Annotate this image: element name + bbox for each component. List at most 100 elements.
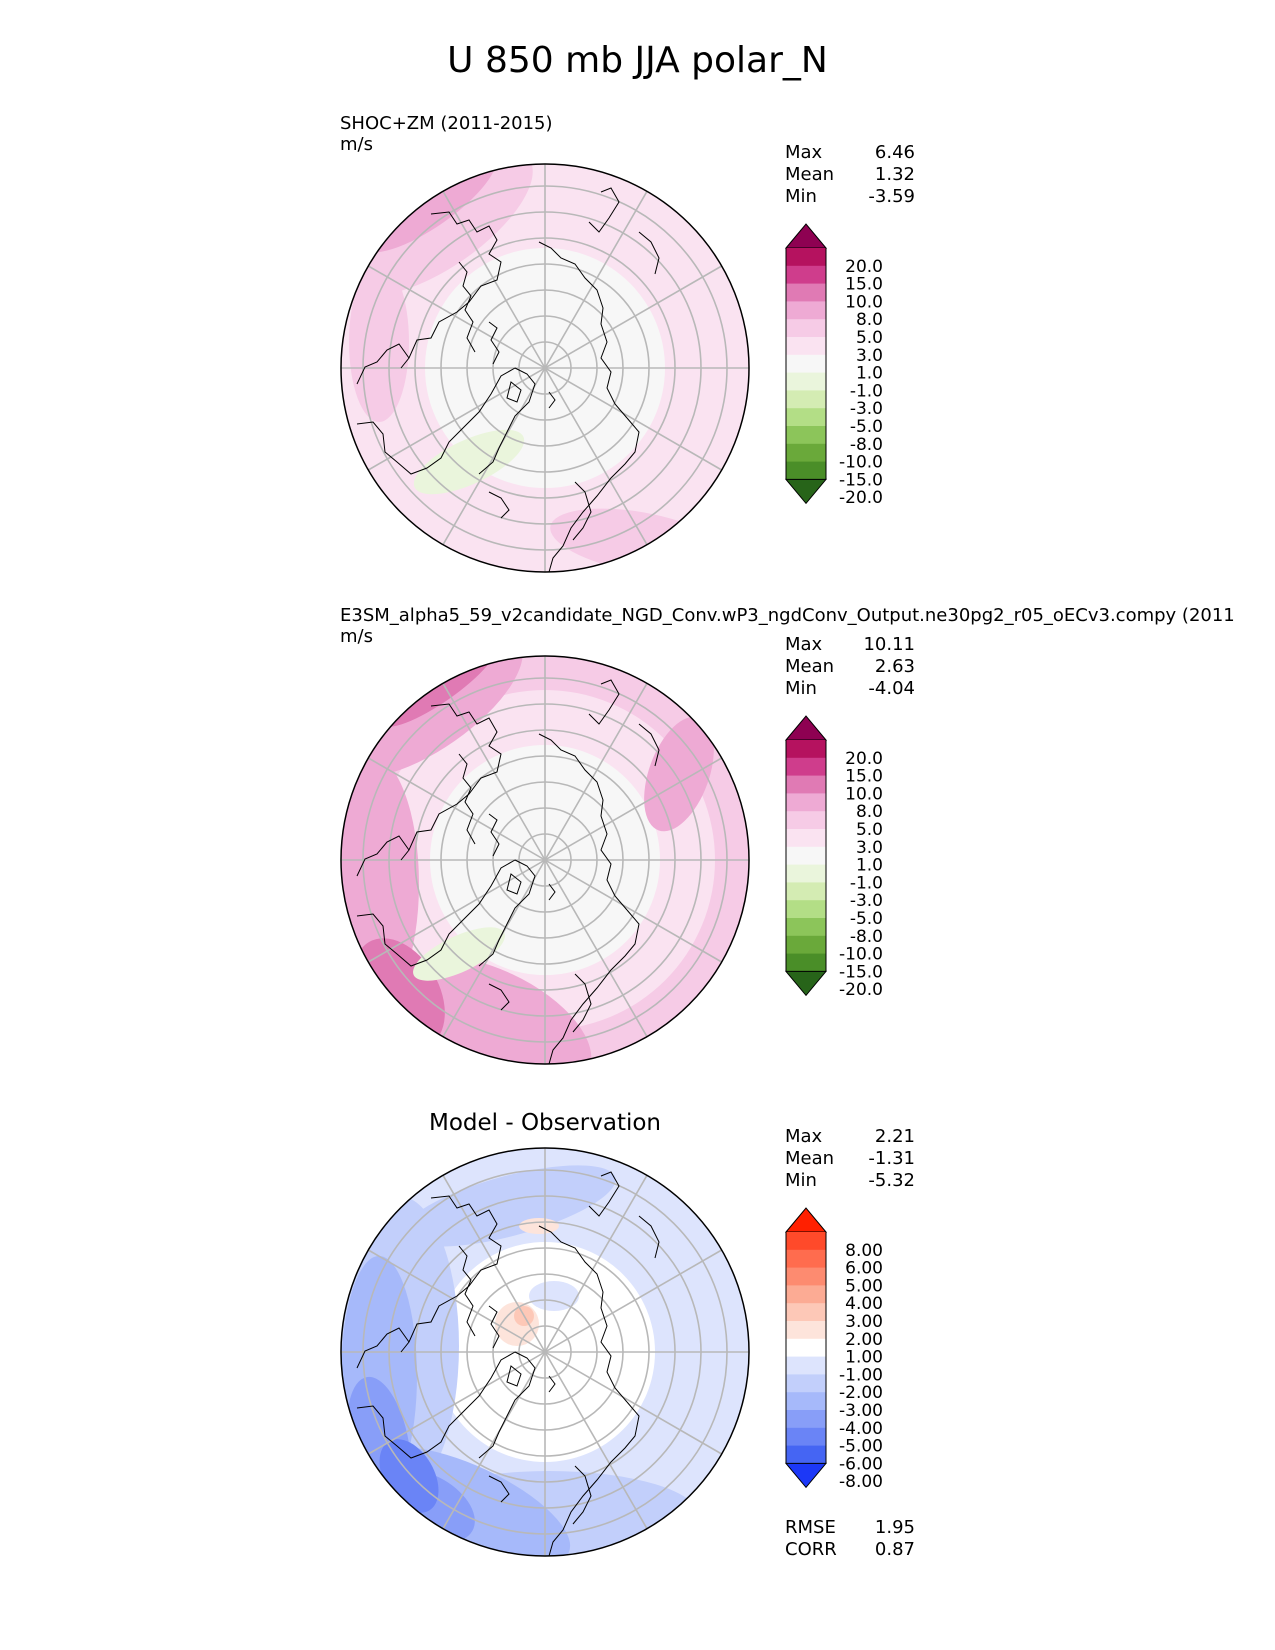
colorbar-tick-label: -20.0: [839, 980, 883, 1000]
map-boundary: [340, 163, 750, 573]
graticule: [341, 1148, 749, 1556]
stat-mean: Mean 2.63: [785, 656, 915, 677]
coastlines: [356, 679, 660, 1064]
colorbar-segment: [786, 775, 826, 794]
colorbar-tick-label: -15.0: [839, 470, 883, 490]
colorbar-tick-label: 4.00: [845, 1294, 883, 1314]
colorbar-tick-label: 3.0: [856, 346, 883, 366]
colorbar-difference: 8.006.005.004.003.002.001.00-1.00-2.00-3…: [784, 1207, 883, 1492]
panel-1-title: SHOC+ZM (2011-2015): [340, 113, 553, 134]
polar-map-reference: [340, 655, 750, 1065]
colorbar-tick-label: 3.00: [845, 1312, 883, 1332]
field-contours: [341, 164, 749, 572]
colorbar-tick-label: -5.0: [850, 909, 883, 929]
colorbar-segment: [786, 283, 826, 302]
colorbar-segment: [786, 882, 826, 901]
panel-2-title: E3SM_alpha5_59_v2candidate_NGD_Conv.wP3_…: [340, 605, 1235, 626]
colorbar-segment: [786, 953, 826, 972]
colorbar-tick-label: 10.0: [845, 292, 883, 312]
colorbar-tick-label: 8.0: [856, 310, 883, 330]
coastlines: [356, 187, 660, 572]
colorbar-tick-label: 10.0: [845, 784, 883, 804]
field-contours: [341, 656, 749, 1064]
colorbar-tick-label: -3.0: [850, 399, 883, 419]
stat-min: Min -3.59: [785, 186, 915, 207]
colorbar-tick-label: -3.00: [839, 1401, 883, 1421]
colorbar-segment: [786, 1232, 826, 1251]
colorbar-extend-bottom: [784, 970, 828, 997]
colorbar-segment: [786, 461, 826, 480]
colorbar-tick-label: -8.0: [850, 435, 883, 455]
colorbar-segment: [786, 1338, 826, 1358]
colorbar-tick-label: 5.0: [856, 820, 883, 840]
colorbar-segment: [786, 372, 826, 391]
colorbar-tick-label: 5.00: [845, 1276, 883, 1296]
colorbar-segment: [786, 1267, 826, 1286]
colorbar-tick-label: -10.0: [839, 945, 883, 965]
colorbar-tick-label: -8.00: [839, 1472, 883, 1492]
colorbar-segment: [786, 793, 826, 812]
map-boundary: [340, 655, 750, 1065]
colorbar-segment: [786, 740, 826, 759]
map-boundary: [340, 1147, 750, 1557]
stats-difference: Max 2.21 Mean -1.31 Min -5.32: [785, 1126, 915, 1192]
stat-rmse: RMSE 1.95: [785, 1517, 915, 1538]
stat-mean: Mean 1.32: [785, 164, 915, 185]
colorbar-tick-label: 3.0: [856, 838, 883, 858]
colorbar-segment: [786, 1249, 826, 1269]
colorbar-segment: [786, 918, 826, 937]
panel-2-units: m/s: [340, 626, 373, 647]
polar-map-difference: [340, 1147, 750, 1557]
colorbar-segment: [786, 390, 826, 409]
panel-1-units: m/s: [340, 134, 373, 155]
colorbar-segment: [786, 1303, 826, 1322]
colorbar-segment: [786, 337, 826, 356]
colorbar-segment: [786, 426, 826, 445]
colorbar-tick-label: -5.00: [839, 1437, 883, 1457]
stats-test: Max 6.46 Mean 1.32 Min -3.59: [785, 142, 915, 208]
colorbar-segment: [786, 1427, 826, 1447]
colorbar-segment: [786, 1356, 826, 1375]
colorbar-segment: [786, 1285, 826, 1304]
colorbar-segment: [786, 319, 826, 338]
colorbar-tick-label: 1.0: [856, 856, 883, 876]
colorbar-tick-label: 20.0: [845, 749, 883, 769]
colorbar-segment: [786, 301, 826, 320]
colorbar-tick-label: -1.0: [850, 381, 883, 401]
colorbar-segment: [786, 248, 826, 267]
colorbar-extend-bottom: [784, 478, 828, 505]
colorbar-extend-top: [784, 1207, 828, 1233]
colorbar-tick-label: -4.00: [839, 1419, 883, 1439]
colorbar-segment: [786, 443, 826, 463]
colorbar-segment: [786, 354, 826, 374]
figure-title: U 850 mb JJA polar_N: [447, 40, 828, 81]
colorbar-tick-label: -10.0: [839, 453, 883, 473]
colorbar-extend-bottom: [784, 1462, 828, 1489]
stat-max: Max 6.46: [785, 142, 915, 163]
colorbar-tick-label: -2.00: [839, 1383, 883, 1403]
colorbar-tick-label: -15.0: [839, 962, 883, 982]
stat-max: Max 10.11: [785, 634, 915, 655]
colorbar-segment: [786, 1392, 826, 1411]
colorbar-segment: [786, 846, 826, 866]
colorbar-segment: [786, 757, 826, 777]
colorbar-tick-label: -6.00: [839, 1454, 883, 1474]
colorbar-segment: [786, 1445, 826, 1464]
colorbar-tick-label: 2.00: [845, 1330, 883, 1350]
colorbar-segment: [786, 900, 826, 919]
colorbar-tick-label: -3.0: [850, 891, 883, 911]
panel-3-title: Model - Observation: [428, 1110, 662, 1136]
colorbar-segment: [786, 864, 826, 883]
colorbar-segment: [786, 408, 826, 427]
colorbar-tick-label: 5.0: [856, 328, 883, 348]
colorbar-segment: [786, 1321, 826, 1340]
colorbar-segment: [786, 1410, 826, 1429]
colorbar-tick-label: 15.0: [845, 275, 883, 295]
stat-min: Min -5.32: [785, 1170, 915, 1191]
stat-corr: CORR 0.87: [785, 1539, 915, 1560]
colorbar-extend-top: [784, 223, 828, 249]
colorbar-segment: [786, 829, 826, 848]
colorbar-segment: [786, 811, 826, 830]
graticule: [341, 656, 749, 1064]
colorbar-extend-top: [784, 715, 828, 741]
